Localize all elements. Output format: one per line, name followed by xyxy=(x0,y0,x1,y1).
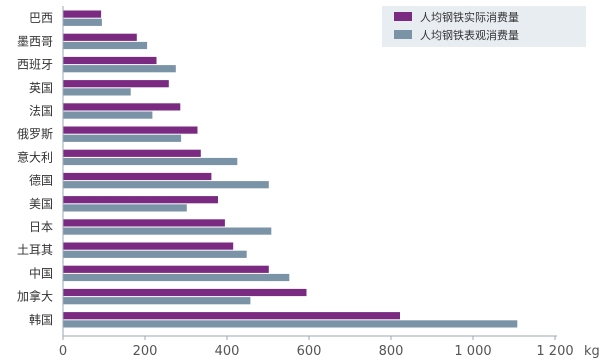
x-unit-label: kg xyxy=(584,344,600,359)
bar-actual-2 xyxy=(63,56,157,65)
bar-apparent-12 xyxy=(63,297,251,305)
category-label: 日本 xyxy=(29,220,53,234)
category-label: 巴西 xyxy=(29,11,53,25)
bar-actual-10 xyxy=(63,242,234,250)
bar-apparent-4 xyxy=(63,111,153,119)
bars-group xyxy=(63,10,518,328)
legend-background xyxy=(382,6,586,47)
x-axis: 0 200 400 600 800 1 000 1 200 kg xyxy=(59,6,600,359)
bar-apparent-5 xyxy=(63,134,182,142)
category-label: 意大利 xyxy=(17,149,53,164)
x-tick-label: 200 xyxy=(133,344,158,359)
bar-apparent-8 xyxy=(63,204,187,212)
category-label: 英国 xyxy=(29,81,53,95)
bar-apparent-2 xyxy=(63,65,176,73)
category-label: 法国 xyxy=(29,104,53,118)
category-label: 德国 xyxy=(29,173,53,188)
bar-actual-11 xyxy=(63,265,269,273)
category-label: 俄罗斯 xyxy=(17,127,53,141)
bar-apparent-9 xyxy=(63,227,272,235)
bar-actual-0 xyxy=(63,10,102,18)
bar-apparent-0 xyxy=(63,18,102,26)
bar-actual-4 xyxy=(63,103,181,111)
x-tick-label: 1 200 xyxy=(536,344,573,359)
category-label: 墨西哥 xyxy=(17,34,53,48)
category-label: 加拿大 xyxy=(17,289,53,304)
bar-apparent-3 xyxy=(63,88,131,96)
x-tick-label: 1 000 xyxy=(454,344,491,359)
bar-actual-12 xyxy=(63,288,307,297)
bar-actual-13 xyxy=(63,312,400,320)
bar-actual-6 xyxy=(63,149,201,157)
bar-apparent-10 xyxy=(63,250,247,258)
category-label: 西班牙 xyxy=(17,58,53,72)
bar-apparent-7 xyxy=(63,181,269,189)
legend-label: 人均钢铁实际消费量 xyxy=(420,10,519,24)
bar-actual-9 xyxy=(63,219,225,227)
bar-actual-5 xyxy=(63,126,198,134)
bar-actual-3 xyxy=(63,80,169,88)
legend-label: 人均钢铁表观消费量 xyxy=(420,28,519,42)
legend-swatch xyxy=(394,12,412,21)
category-label: 中国 xyxy=(29,265,53,280)
bar-actual-1 xyxy=(63,33,137,41)
bar-actual-7 xyxy=(63,172,212,181)
bar-apparent-11 xyxy=(63,273,290,282)
category-label: 美国 xyxy=(29,197,53,211)
bar-apparent-1 xyxy=(63,41,148,50)
category-label: 韩国 xyxy=(29,312,53,327)
bar-apparent-6 xyxy=(63,157,238,166)
x-tick-label: 600 xyxy=(297,344,322,359)
bar-apparent-13 xyxy=(63,320,518,328)
x-tick-label: 800 xyxy=(379,344,404,359)
legend-swatch xyxy=(394,30,412,39)
x-tick-label: 400 xyxy=(215,344,240,359)
category-label: 土耳其 xyxy=(17,243,53,257)
bar-actual-8 xyxy=(63,196,218,204)
x-tick-label: 0 xyxy=(59,344,67,359)
